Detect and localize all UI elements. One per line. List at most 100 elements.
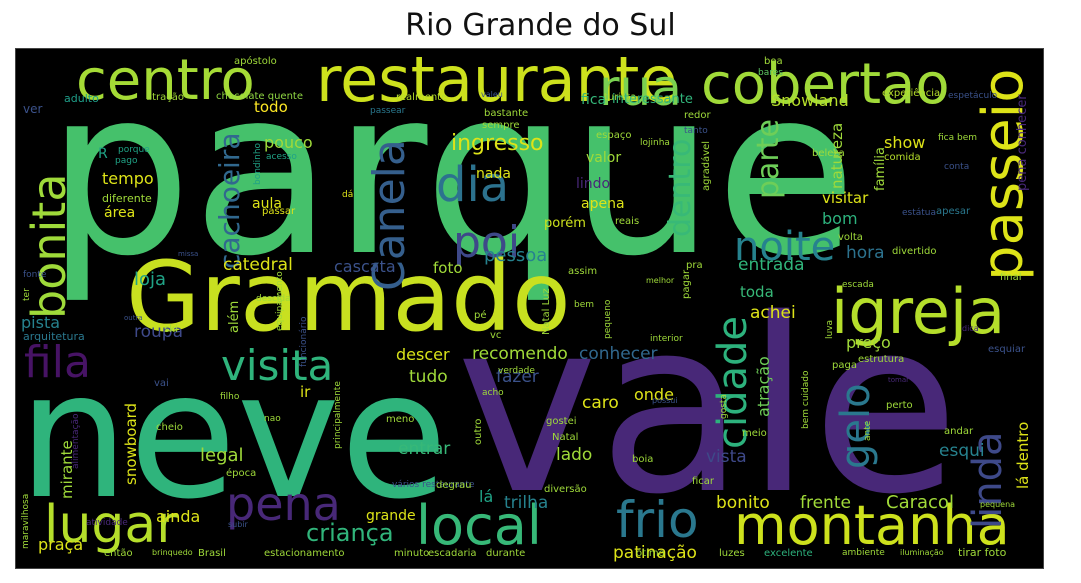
word: verdade (498, 366, 535, 376)
word: visita (221, 341, 334, 390)
word: dá (342, 190, 354, 200)
word: preço (846, 333, 891, 352)
word: ter (22, 288, 32, 301)
word: neve (18, 335, 448, 538)
word: chocolate quente (216, 91, 303, 102)
word: fica bem (938, 133, 978, 143)
word: nada (476, 166, 511, 182)
word: apesar (936, 206, 971, 217)
word: ficar (692, 476, 715, 487)
word: parque (46, 48, 857, 307)
word: local (416, 494, 542, 557)
word: foto (433, 259, 463, 277)
word: noite (734, 224, 836, 270)
word: toda (740, 283, 774, 301)
word: redor (684, 110, 711, 121)
word: R (98, 146, 108, 162)
word: valor (586, 150, 622, 166)
word: ambiente (842, 548, 885, 558)
word: subir (228, 520, 248, 529)
word: passear (370, 106, 406, 116)
word: natureza (828, 122, 846, 189)
word: onde (634, 385, 674, 404)
word: cheio (156, 422, 183, 433)
word: escadaria (428, 548, 477, 559)
word: vários restaurante (392, 480, 475, 490)
word: grande (366, 508, 416, 524)
word: missa (178, 250, 199, 258)
word: centro (76, 48, 255, 113)
word: escada (842, 280, 874, 290)
word: recomendo (472, 344, 568, 364)
word: dia (436, 157, 510, 213)
word: ir (300, 383, 311, 401)
word: experiência (882, 88, 941, 99)
word: vale (456, 267, 960, 547)
word: achei (750, 303, 796, 323)
word: bem cuidado (801, 370, 811, 429)
word-cloud: parque vale neve Gramado restaurante cen… (15, 48, 1044, 569)
word: cachoeira (213, 132, 246, 270)
word: diversão (544, 484, 587, 495)
word: acesso (266, 152, 297, 162)
word: melhor (646, 276, 675, 285)
word: excelente (764, 548, 813, 559)
word: realmente (396, 92, 448, 103)
word: cobertao (701, 52, 950, 117)
word: beleza (812, 148, 845, 159)
word: estátua (902, 208, 937, 218)
word: ante (863, 420, 873, 441)
word: boa (764, 56, 783, 67)
word: valeu (481, 90, 503, 99)
word: possui (652, 396, 678, 405)
word: tudo (409, 367, 448, 387)
word: agradável (701, 140, 712, 191)
word: ski (164, 324, 178, 335)
word: dentro (663, 138, 698, 237)
word: passar (262, 206, 296, 217)
word: tirar foto (958, 546, 1007, 559)
word: acho (482, 388, 504, 398)
word: lindo (576, 176, 611, 192)
word: então (104, 548, 133, 559)
word: gosta (719, 394, 729, 419)
word: turista (604, 92, 637, 103)
word: Natal (552, 432, 579, 443)
word: Natal Luz (541, 288, 552, 335)
word: fila (24, 337, 91, 388)
word: ver (23, 102, 43, 116)
word: pé (474, 310, 487, 321)
word: outro (473, 418, 484, 445)
word: roupa (134, 322, 183, 342)
word: bastante (484, 108, 529, 119)
word: frio (616, 491, 699, 549)
word: lado (556, 445, 593, 465)
word: bondinho (253, 142, 263, 185)
word: vai (154, 378, 169, 389)
word: durante (486, 548, 526, 559)
word: tomar (888, 376, 910, 384)
word: aula (252, 196, 282, 212)
word: trilha (504, 493, 549, 513)
word: meio (742, 428, 767, 439)
word: família (873, 146, 888, 191)
word: nao (264, 414, 281, 424)
word: gostei (546, 416, 577, 427)
word: final (1000, 272, 1022, 283)
word: interessante (612, 92, 693, 107)
word: porque (118, 145, 150, 155)
word: comida (884, 152, 921, 163)
word: pista (21, 313, 61, 332)
word: estacionamento (264, 548, 345, 559)
word: iluminação (900, 548, 944, 557)
word: bonito (716, 493, 770, 513)
word: fica (581, 92, 607, 108)
word: espaço (596, 130, 632, 141)
word: bem (574, 300, 595, 310)
word: lá dentro (1014, 421, 1032, 489)
word: principalmente (333, 381, 343, 449)
word: esqui (939, 441, 985, 461)
word: volta (838, 232, 863, 243)
word: pra (686, 260, 703, 271)
word: Caracol (886, 492, 954, 513)
